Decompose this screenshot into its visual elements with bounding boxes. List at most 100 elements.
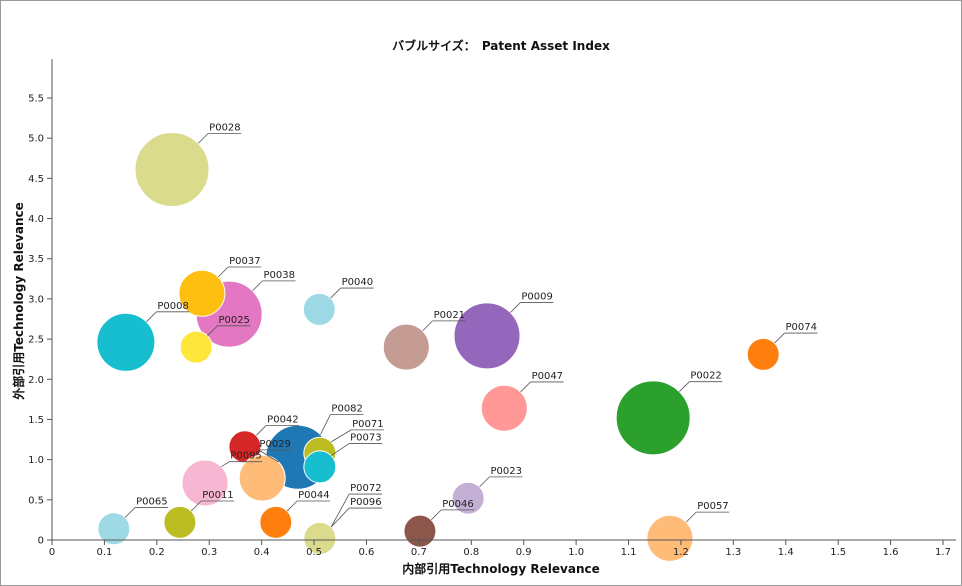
bubble-label: P0022 bbox=[690, 371, 721, 382]
leader-line bbox=[286, 500, 298, 512]
leader-line bbox=[330, 507, 350, 528]
y-tick-label: 2.5 bbox=[28, 335, 44, 346]
bubble-P0057 bbox=[646, 514, 694, 562]
y-tick-label: 3.5 bbox=[28, 254, 44, 265]
leader-line bbox=[197, 133, 209, 144]
leader-line bbox=[422, 320, 433, 332]
bubble-P0096 bbox=[303, 521, 337, 555]
bubble-P0073 bbox=[303, 450, 337, 484]
leader-line bbox=[520, 381, 531, 393]
x-tick-label: 0 bbox=[49, 547, 55, 558]
bubble-label: P0074 bbox=[786, 322, 817, 333]
leader-line bbox=[320, 414, 331, 435]
bubble-P0022 bbox=[615, 380, 691, 456]
x-tick-label: 1.5 bbox=[830, 547, 846, 558]
y-tick-label: 4.0 bbox=[28, 214, 44, 225]
x-tick-label: 1.7 bbox=[935, 547, 951, 558]
bubble-P0023 bbox=[451, 481, 485, 515]
x-tick-label: 0.9 bbox=[516, 547, 532, 558]
leader-line bbox=[207, 325, 218, 337]
leader-line bbox=[146, 311, 157, 323]
x-tick-label: 1.2 bbox=[673, 547, 689, 558]
leader-line bbox=[330, 429, 352, 443]
bubble-label: P0044 bbox=[298, 490, 329, 501]
bubble-P0095 bbox=[181, 459, 229, 507]
x-tick-label: 0.8 bbox=[463, 547, 479, 558]
x-tick-label: 1.4 bbox=[778, 547, 794, 558]
bubble-P0011 bbox=[163, 505, 197, 539]
y-tick-label: 5.0 bbox=[28, 134, 44, 145]
bubble-P0074 bbox=[746, 337, 780, 371]
bubble-P0008 bbox=[96, 312, 156, 372]
leader-line bbox=[221, 461, 230, 468]
x-tick-label: 0.2 bbox=[149, 547, 165, 558]
bubble-label: P0011 bbox=[202, 490, 233, 501]
bubble-label: P0009 bbox=[521, 292, 552, 303]
leader-line bbox=[217, 266, 229, 278]
x-tick-label: 0.5 bbox=[306, 547, 322, 558]
bubble-label: P0008 bbox=[157, 301, 188, 312]
bubble-label: P0023 bbox=[490, 466, 521, 477]
y-tick-label: 4.5 bbox=[28, 174, 44, 185]
bubble-label: P0071 bbox=[352, 419, 383, 430]
leader-line bbox=[252, 280, 263, 292]
bubble-P0046 bbox=[403, 514, 437, 548]
bubble-label: P0082 bbox=[331, 404, 362, 415]
axes: 0 0.1 0.2 0.3 0.4 0.5 0.6 0.7 0.8 0.9 1.0 1.1 1.2 1.3… bbox=[28, 59, 956, 558]
leader-line bbox=[430, 509, 442, 521]
bubble-label: P0028 bbox=[209, 122, 240, 133]
bubble-label: P0073 bbox=[350, 433, 381, 444]
x-axis-label: 内部引用Technology Relevance bbox=[402, 561, 599, 576]
x-tick-label: 0.7 bbox=[411, 547, 427, 558]
bubble-P0037 bbox=[178, 269, 226, 317]
bubble-label: P0095 bbox=[230, 451, 261, 462]
y-tick-label: 3.0 bbox=[28, 294, 44, 305]
bubble-label: P0065 bbox=[136, 496, 167, 507]
y-tick-label: 0.5 bbox=[28, 495, 44, 506]
bubble-label: P0029 bbox=[259, 439, 290, 450]
leader-line bbox=[330, 287, 341, 299]
leader-line bbox=[258, 449, 279, 463]
leader-line bbox=[330, 443, 350, 456]
leader-line bbox=[679, 381, 690, 392]
x-tick-label: 1.6 bbox=[883, 547, 899, 558]
x-tick-label: 0.1 bbox=[96, 547, 112, 558]
bubble-P0028 bbox=[134, 132, 210, 208]
leader-line bbox=[330, 493, 350, 528]
x-tick-label: 1.1 bbox=[621, 547, 637, 558]
bubble-P0065 bbox=[97, 512, 131, 546]
y-tick-label: 2.0 bbox=[28, 375, 44, 386]
bubble-label: P0040 bbox=[342, 277, 373, 288]
y-tick-label: 1.0 bbox=[28, 455, 44, 466]
bubble-P0021 bbox=[382, 323, 430, 371]
y-tick-label: 5.5 bbox=[28, 94, 44, 105]
leader-line bbox=[190, 500, 202, 512]
leader-line bbox=[255, 425, 267, 436]
bubble-P0009 bbox=[453, 302, 521, 370]
bubble-label: P0037 bbox=[229, 256, 260, 267]
bubble-label: P0057 bbox=[697, 501, 728, 512]
x-tick-label: 1.0 bbox=[568, 547, 584, 558]
bubble-label: P0072 bbox=[350, 483, 381, 494]
bubble-P0040 bbox=[302, 292, 336, 326]
leader-line bbox=[774, 332, 785, 344]
leader-line bbox=[685, 511, 697, 523]
bubble-P0044 bbox=[259, 505, 293, 539]
y-axis-label: 外部引用Technology Relevance bbox=[11, 202, 26, 399]
chart-title: バブルサイズ： Patent Asset Index bbox=[392, 38, 610, 53]
bubble-label: P0042 bbox=[267, 414, 298, 425]
bubble-P0025 bbox=[179, 330, 213, 364]
leader-line bbox=[124, 507, 136, 518]
y-tick-label: 0 bbox=[38, 536, 44, 547]
bubble-label: P0025 bbox=[218, 315, 249, 326]
bubble-label: P0096 bbox=[350, 497, 381, 508]
leader-line bbox=[510, 302, 521, 313]
bubble-P0029 bbox=[238, 454, 286, 502]
bubble-label: P0038 bbox=[263, 270, 294, 281]
bubble-P0047 bbox=[480, 384, 528, 432]
y-tick-label: 1.5 bbox=[28, 415, 44, 426]
bubble-label: P0047 bbox=[532, 371, 563, 382]
